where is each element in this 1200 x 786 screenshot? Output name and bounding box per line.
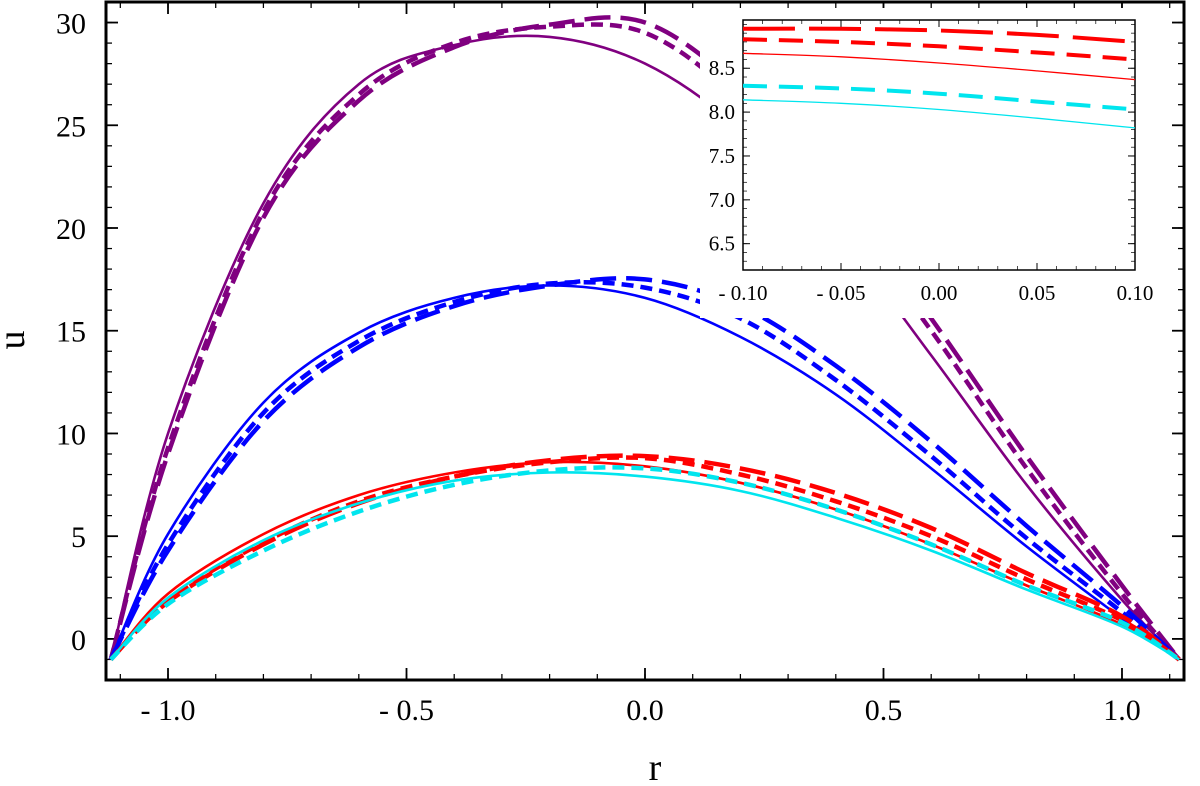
inset-x-tick-label: - 0.10	[719, 281, 768, 305]
main-y-tick-label: 20	[56, 213, 86, 246]
inset-tick-marks	[742, 20, 1136, 271]
main-series-line-1-dashed	[108, 22, 1181, 661]
main-series-line-4-dashed	[108, 279, 1181, 662]
main-y-tick-label: 30	[56, 8, 86, 41]
inset-y-tick-label: 8.0	[709, 100, 735, 124]
main-x-tick-labels: - 1.0 - 0.5 0.0 0.5 1.0	[141, 694, 1141, 727]
inset-y-tick-label: 6.5	[709, 232, 735, 256]
main-x-tick-label: 0.5	[865, 694, 903, 727]
main-x-tick-label: - 1.0	[141, 694, 196, 727]
main-series-group	[108, 15, 1181, 662]
inset-x-tick-labels: - 0.10 - 0.05 0.00 0.05 0.10	[719, 281, 1154, 305]
inset-plot: - 0.10 - 0.05 0.00 0.05 0.10 6.5 7.0 7.5 8.0 8.5	[700, 8, 1162, 318]
main-y-tick-label: 5	[71, 521, 86, 554]
inset-x-tick-label: 0.05	[1019, 281, 1056, 305]
main-x-tick-label: 0.0	[626, 694, 664, 727]
main-y-tick-label: 25	[56, 110, 86, 143]
inset-y-tick-label: 7.0	[709, 188, 735, 212]
main-series-line-8-longdash	[109, 453, 1181, 662]
main-series-line-9-solid	[109, 471, 1180, 661]
inset-series-line-2-solid	[743, 52, 1135, 81]
inset-x-tick-label: 0.00	[921, 281, 958, 305]
main-series-line-3-solid	[109, 284, 1180, 661]
main-y-tick-label: 15	[56, 316, 86, 349]
inset-series-line-4-solid	[743, 99, 1135, 129]
main-x-tick-label: 1.0	[1103, 694, 1141, 727]
main-y-tick-label: 10	[56, 418, 86, 451]
inset-y-tick-labels: 6.5 7.0 7.5 8.0 8.5	[709, 56, 735, 255]
inset-x-tick-label: - 0.05	[817, 281, 866, 305]
main-series-line-2-longdash	[108, 15, 1181, 661]
main-series-line-0-solid	[109, 34, 1181, 661]
inset-series-group	[743, 26, 1135, 129]
main-tick-marks	[106, 1, 1184, 681]
main-y-tick-label: 0	[71, 624, 86, 657]
inset-series-line-1-dashed	[743, 37, 1135, 62]
inset-series-line-3-dashed	[743, 83, 1135, 112]
main-series-line-5-longdash	[108, 276, 1181, 662]
main-x-tick-label: - 0.5	[379, 694, 434, 727]
inset-x-tick-label: 0.10	[1117, 281, 1154, 305]
x-axis-title: r	[649, 747, 662, 786]
y-axis-title: u	[0, 331, 33, 350]
main-y-tick-labels: 0 5 10 15 20 25 30	[56, 8, 86, 657]
inset-y-tick-label: 8.5	[709, 56, 735, 80]
inset-plot-frame	[742, 19, 1136, 271]
main-series-line-6-solid	[109, 460, 1180, 661]
inset-y-tick-label: 7.5	[709, 144, 735, 168]
